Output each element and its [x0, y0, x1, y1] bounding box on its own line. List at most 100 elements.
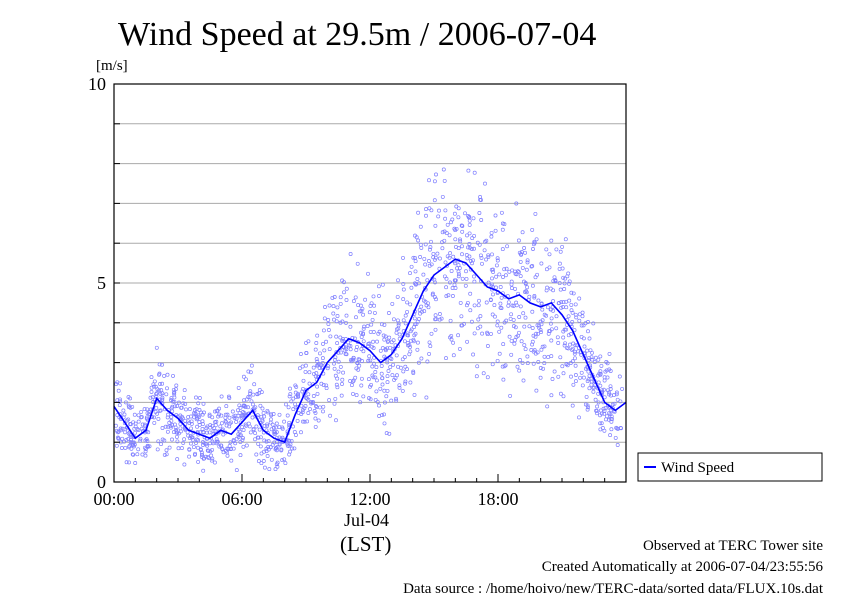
raw-data-point — [144, 415, 149, 420]
raw-data-point — [561, 335, 566, 340]
raw-data-point — [321, 409, 325, 414]
raw-data-point — [484, 257, 489, 262]
raw-data-point — [316, 363, 320, 368]
raw-data-point — [459, 314, 464, 319]
raw-data-point — [396, 364, 400, 369]
raw-data-point — [191, 437, 195, 442]
raw-data-point — [389, 340, 394, 345]
raw-data-point — [468, 291, 473, 296]
raw-data-point — [238, 405, 243, 410]
raw-data-point — [586, 358, 591, 363]
raw-data-point — [260, 406, 265, 411]
raw-data-point — [525, 258, 530, 263]
raw-data-point — [466, 168, 471, 173]
raw-data-point — [326, 328, 331, 332]
raw-data-point — [207, 414, 212, 419]
raw-data-point — [280, 458, 285, 463]
raw-data-point — [354, 393, 359, 398]
raw-data-point — [531, 333, 536, 338]
raw-data-point — [570, 403, 575, 408]
raw-data-point — [218, 443, 223, 448]
raw-data-point — [142, 445, 147, 450]
raw-data-point — [164, 452, 169, 457]
raw-data-point — [132, 412, 137, 417]
raw-data-point — [573, 363, 578, 368]
raw-data-point — [443, 260, 448, 265]
raw-data-point — [274, 425, 278, 430]
raw-data-point — [467, 218, 472, 223]
raw-data-point — [529, 264, 534, 269]
raw-data-point — [520, 265, 525, 270]
x-tick-label: 00:00 — [93, 489, 134, 509]
raw-data-point — [452, 226, 457, 231]
raw-data-point — [381, 333, 386, 338]
raw-data-point — [541, 366, 546, 371]
raw-data-point — [558, 287, 563, 292]
raw-data-point — [157, 371, 162, 376]
grid-lines — [114, 123, 626, 443]
raw-data-point — [359, 330, 363, 335]
x-tick-label: 06:00 — [221, 489, 262, 509]
raw-data-point — [517, 330, 521, 335]
raw-data-point — [341, 338, 346, 343]
raw-data-point — [257, 427, 262, 432]
raw-data-point — [324, 383, 329, 388]
raw-data-point — [196, 459, 201, 464]
raw-data-point — [344, 286, 349, 291]
raw-data-point — [533, 351, 538, 356]
raw-data-point — [617, 374, 622, 379]
raw-data-point — [314, 405, 319, 409]
raw-data-point — [397, 332, 402, 337]
raw-data-point — [125, 418, 129, 423]
raw-data-point — [460, 224, 465, 228]
raw-data-point — [198, 410, 203, 415]
raw-data-point — [495, 256, 500, 261]
raw-data-point — [187, 407, 192, 412]
raw-data-point — [419, 356, 424, 361]
raw-data-point — [485, 375, 490, 380]
raw-data-point — [540, 344, 545, 349]
raw-data-point — [361, 331, 366, 336]
raw-data-point — [298, 352, 303, 356]
raw-data-point — [371, 330, 376, 334]
raw-data-point — [377, 414, 382, 418]
raw-data-point — [571, 291, 576, 296]
raw-data-point — [154, 392, 159, 397]
raw-data-point — [359, 376, 364, 381]
raw-data-point — [614, 392, 619, 397]
raw-data-point — [497, 351, 502, 356]
raw-data-point — [549, 327, 554, 332]
raw-data-point — [227, 415, 232, 420]
raw-data-point — [494, 263, 499, 268]
x-tick-label: 12:00 — [349, 489, 390, 509]
raw-data-point — [415, 340, 420, 345]
raw-data-point — [595, 404, 600, 409]
raw-data-point — [259, 461, 264, 466]
raw-data-point — [194, 437, 199, 442]
raw-data-point — [385, 388, 390, 393]
raw-data-point — [596, 380, 601, 385]
raw-data-point — [429, 331, 434, 336]
raw-data-point — [113, 423, 118, 428]
raw-data-point — [132, 444, 136, 449]
raw-data-point — [586, 329, 590, 334]
raw-data-point — [180, 416, 185, 421]
raw-data-point — [338, 295, 343, 300]
raw-data-point — [173, 387, 178, 392]
raw-data-point — [379, 371, 384, 376]
raw-data-point — [306, 339, 311, 344]
raw-data-point — [485, 332, 490, 337]
raw-data-point — [366, 271, 370, 276]
raw-data-point — [486, 254, 491, 259]
raw-data-point — [116, 429, 121, 434]
raw-data-point — [376, 284, 381, 289]
raw-data-point — [165, 429, 170, 434]
raw-data-point — [478, 197, 483, 202]
raw-data-point — [472, 331, 477, 336]
raw-data-point — [613, 435, 618, 440]
raw-data-point — [485, 344, 490, 348]
raw-data-point — [362, 324, 367, 329]
raw-data-point — [396, 278, 400, 283]
footer-site: Observed at TERC Tower site — [643, 538, 823, 554]
raw-data-point — [409, 264, 414, 269]
